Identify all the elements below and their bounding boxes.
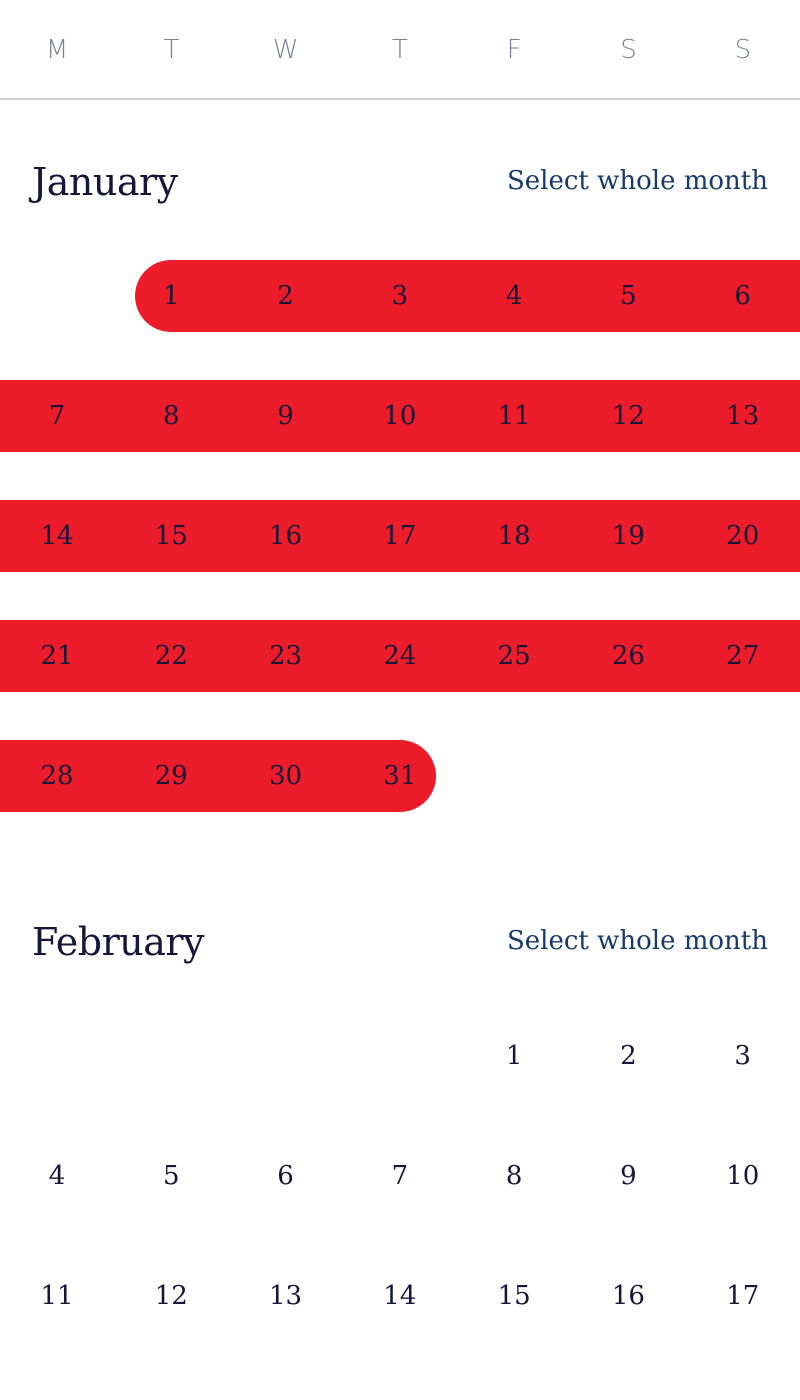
weekday-saturday: S	[620, 35, 637, 65]
day-cell[interactable]: 28	[40, 761, 74, 791]
week-row: 14 15 16 17 18 19 20	[0, 500, 800, 572]
day-cell[interactable]: 8	[505, 1161, 523, 1191]
day-cell[interactable]: 3	[734, 1041, 751, 1071]
weekday-wednesday: W	[272, 35, 299, 65]
month-title: February	[32, 920, 205, 964]
day-cell[interactable]: 22	[154, 641, 188, 671]
day-cell[interactable]: 5	[620, 281, 637, 311]
day-cell[interactable]: 7	[48, 401, 66, 431]
month-title: January	[32, 160, 178, 204]
day-cell[interactable]: 9	[620, 1161, 637, 1191]
day-cell[interactable]: 21	[40, 641, 74, 671]
week-row: 4 5 6 7 8 9 10	[0, 1140, 800, 1212]
day-cell[interactable]: 6	[734, 281, 751, 311]
select-whole-month-button[interactable]: Select whole month	[506, 166, 768, 196]
day-cell[interactable]: 9	[277, 401, 294, 431]
select-whole-month-button[interactable]: Select whole month	[506, 926, 768, 956]
day-cell[interactable]: 10	[726, 1161, 760, 1191]
selection-band	[0, 620, 800, 692]
day-cell[interactable]: 6	[277, 1161, 294, 1191]
day-cell[interactable]: 17	[383, 521, 417, 551]
day-cell[interactable]: 12	[154, 1281, 188, 1311]
week-row: 1 2 3	[0, 1020, 800, 1092]
day-cell[interactable]: 16	[269, 521, 303, 551]
day-cell[interactable]: 13	[726, 401, 760, 431]
day-cell[interactable]: 11	[40, 1281, 74, 1311]
day-cell[interactable]: 25	[497, 641, 531, 671]
day-cell[interactable]: 27	[726, 641, 760, 671]
selection-band	[0, 740, 437, 812]
day-cell[interactable]: 8	[163, 401, 180, 431]
day-cell[interactable]: 1	[505, 1041, 523, 1071]
day-cell[interactable]: 20	[726, 521, 760, 551]
day-cell[interactable]: 24	[383, 641, 417, 671]
day-cell[interactable]: 19	[611, 521, 645, 551]
day-cell[interactable]: 15	[497, 1281, 531, 1311]
day-cell[interactable]: 2	[277, 281, 294, 311]
day-cell[interactable]: 7	[391, 1161, 409, 1191]
day-cell[interactable]: 4	[505, 281, 523, 311]
week-row: 21 22 23 24 25 26 27	[0, 620, 800, 692]
day-cell[interactable]: 23	[269, 641, 303, 671]
weekday-sunday: S	[734, 35, 752, 65]
day-cell[interactable]: 26	[611, 641, 645, 671]
day-cell[interactable]: 2	[620, 1041, 637, 1071]
day-cell[interactable]: 14	[383, 1281, 417, 1311]
weekday-friday: F	[506, 35, 522, 65]
selection-band	[135, 260, 800, 332]
day-cell[interactable]: 1	[163, 281, 180, 311]
weekday-thursday: T	[392, 35, 408, 65]
day-cell[interactable]: 5	[163, 1161, 180, 1191]
selection-band	[0, 380, 800, 452]
day-cell[interactable]: 29	[154, 761, 188, 791]
selection-band	[0, 500, 800, 572]
weekday-tuesday: T	[163, 35, 180, 65]
day-cell[interactable]: 15	[154, 521, 188, 551]
day-cell[interactable]: 13	[269, 1281, 303, 1311]
week-row: 28 29 30 31	[0, 740, 800, 812]
day-cell[interactable]: 10	[383, 401, 417, 431]
day-cell[interactable]: 18	[497, 521, 531, 551]
day-cell[interactable]: 30	[269, 761, 303, 791]
weekday-monday: M	[45, 35, 69, 65]
day-cell[interactable]: 16	[611, 1281, 645, 1311]
day-cell[interactable]: 11	[497, 401, 531, 431]
week-row: 7 8 9 10 11 12 13	[0, 380, 800, 452]
weekday-header: M T W T F S S	[0, 0, 800, 100]
week-row: 11 12 13 14 15 16 17	[0, 1260, 800, 1332]
week-row: 1 2 3 4 5 6	[0, 260, 800, 332]
day-cell[interactable]: 3	[391, 281, 409, 311]
day-cell[interactable]: 14	[40, 521, 74, 551]
day-cell[interactable]: 4	[48, 1161, 66, 1191]
day-cell[interactable]: 12	[611, 401, 645, 431]
day-cell[interactable]: 17	[726, 1281, 760, 1311]
day-cell[interactable]: 31	[383, 761, 417, 791]
